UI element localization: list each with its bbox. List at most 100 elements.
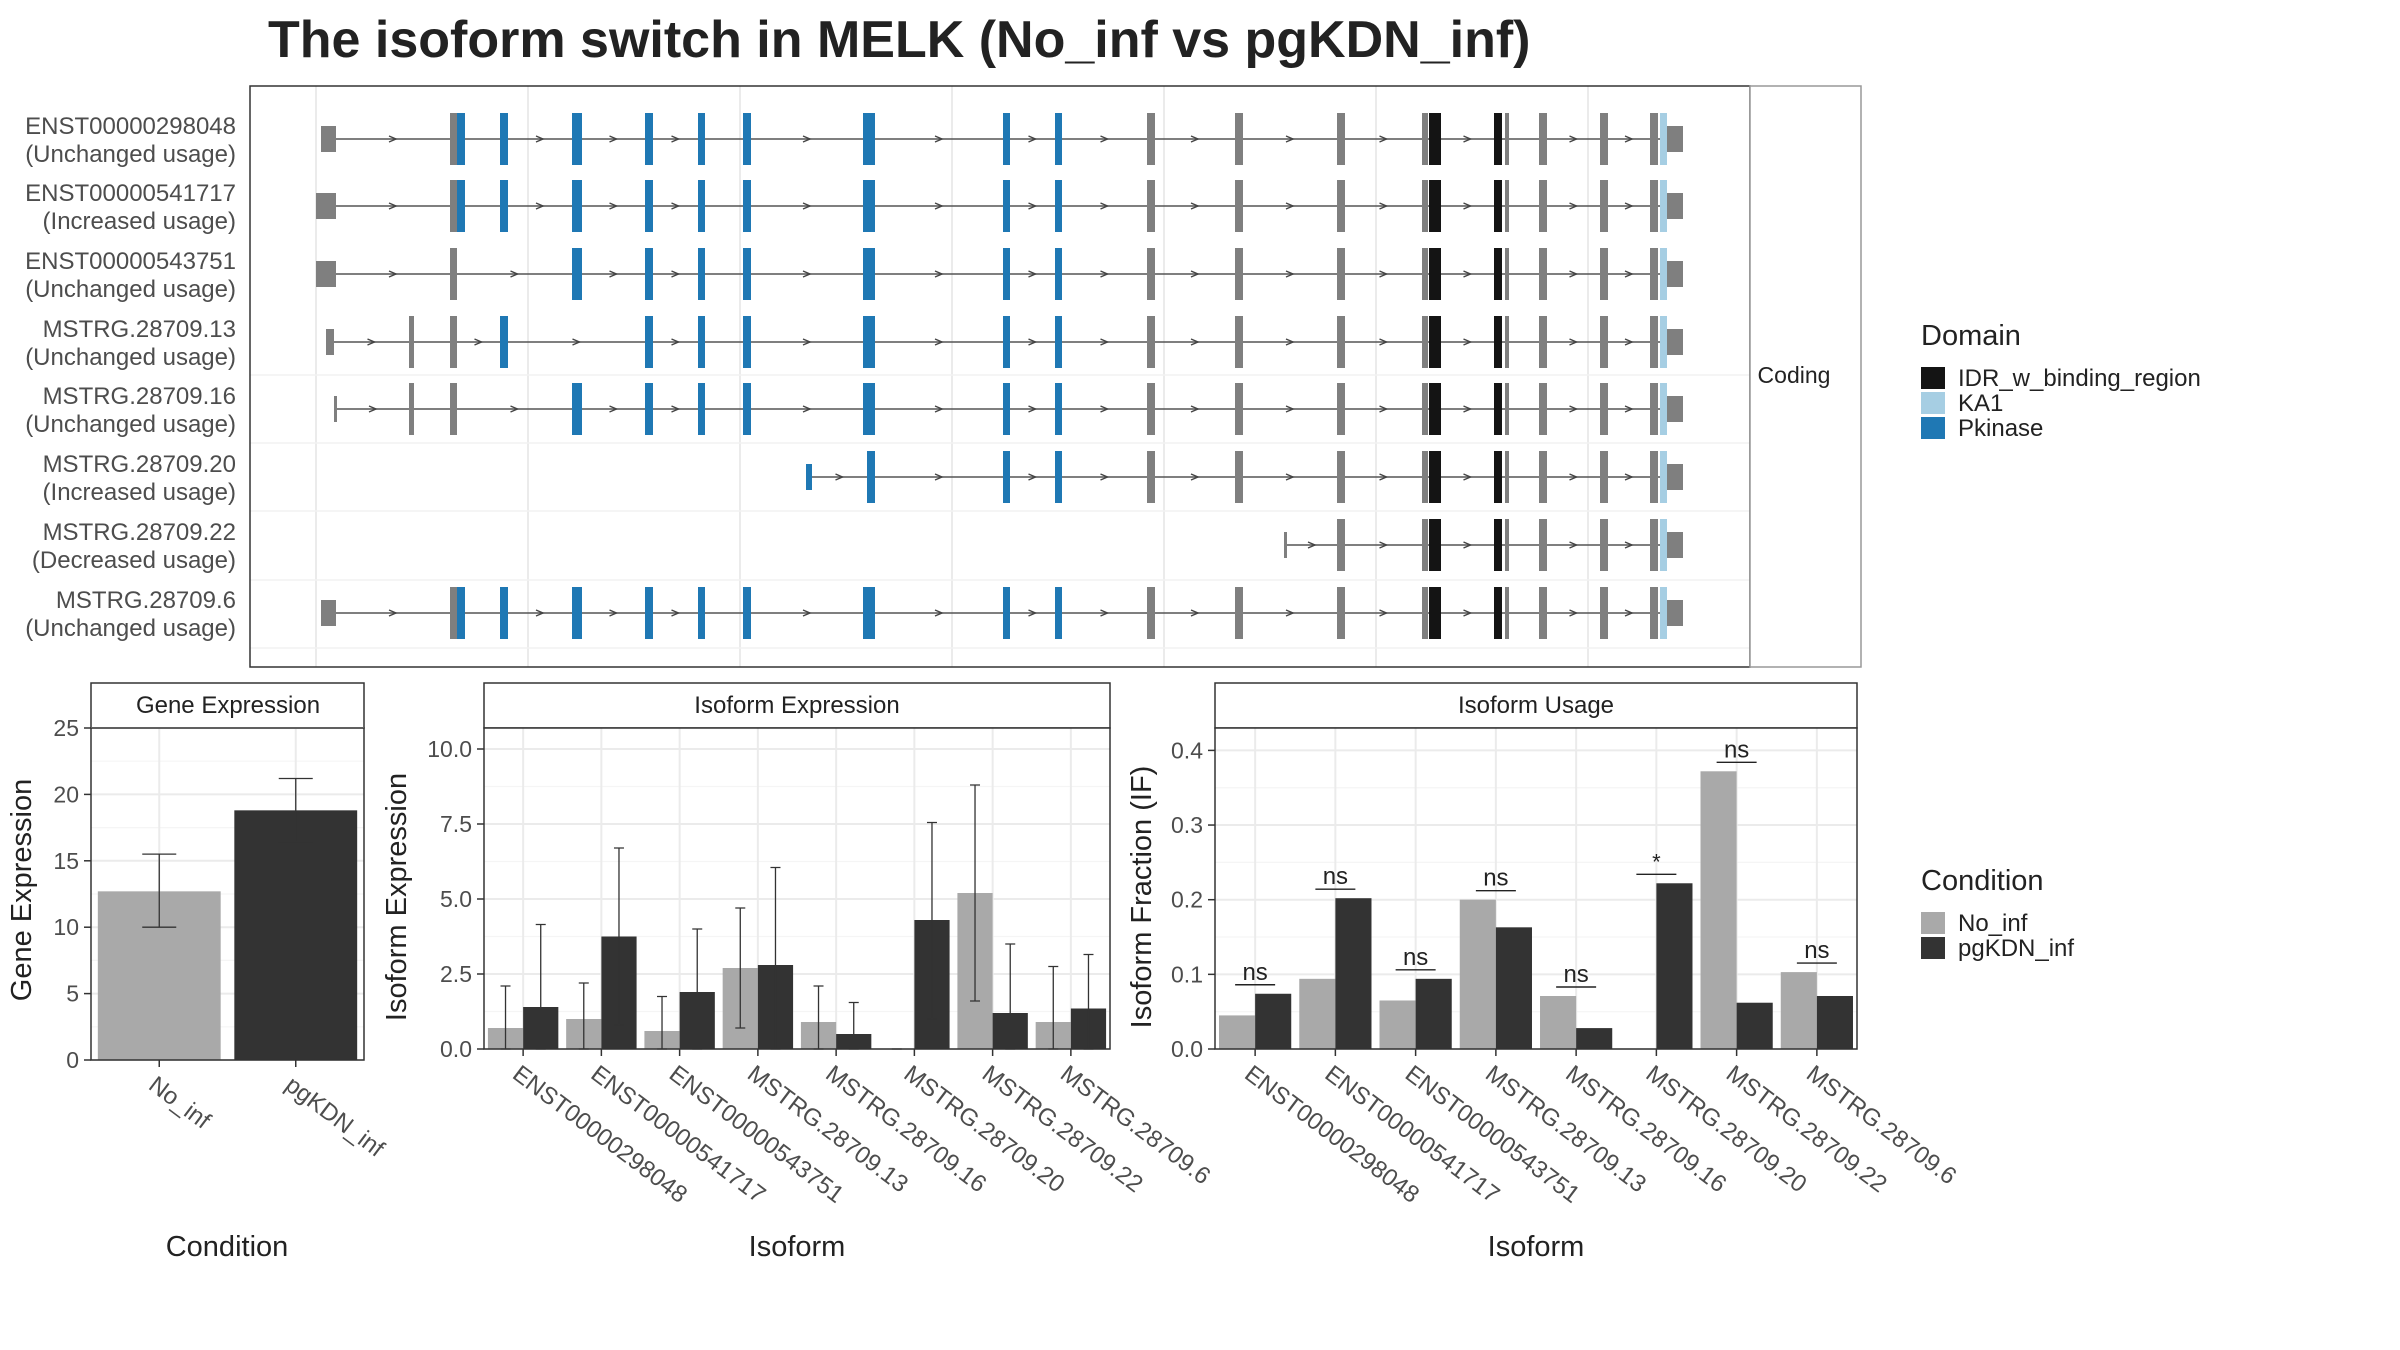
exon-block (743, 248, 751, 300)
intron-direction-arrow (1379, 473, 1389, 481)
error-bar (613, 847, 624, 1026)
intron-direction-arrow (1190, 609, 1200, 617)
exon-block (1539, 519, 1547, 571)
intron-direction-arrow (1100, 270, 1110, 278)
intron-direction-arrow (609, 202, 619, 210)
isoform-row-name: MSTRG.28709.13 (43, 316, 236, 343)
exon-block (1494, 316, 1502, 368)
data-bar (1299, 978, 1336, 1049)
significance-label: ns (1323, 863, 1348, 890)
exon-block (1600, 383, 1608, 435)
isoform-usage-x-label: Isoform (1488, 1231, 1585, 1263)
intron-direction-arrow (1569, 202, 1579, 210)
intron-direction-arrow (535, 135, 545, 143)
intron-direction-arrow (510, 270, 520, 278)
exon-block (698, 316, 705, 368)
isoform-expression-strip-label: Isoform Expression (694, 692, 899, 719)
error-bar (926, 821, 937, 1020)
exon-block (409, 383, 414, 435)
exon-block (1337, 451, 1345, 503)
isoform-row-name: MSTRG.28709.16 (43, 383, 236, 410)
intron-direction-arrow (1624, 609, 1634, 617)
exon-block (1660, 113, 1667, 165)
intron-direction-arrow (1190, 338, 1200, 346)
exon-block (1660, 248, 1667, 300)
exon-block (450, 180, 457, 232)
isoform-row-usage: (Decreased usage) (32, 547, 236, 574)
data-bar (1459, 899, 1496, 1049)
isoform-row-usage: (Unchanged usage) (25, 344, 236, 371)
exon-block (572, 180, 582, 232)
exon-block (572, 248, 582, 300)
intron-direction-arrow (934, 135, 944, 143)
exon-block (1539, 587, 1547, 639)
exon-block (645, 248, 653, 300)
intron-direction-arrow (368, 405, 378, 413)
exon-block (1494, 113, 1502, 165)
exon-block (698, 383, 705, 435)
intron-direction-arrow (1100, 473, 1110, 481)
intron-direction-arrow (1028, 473, 1038, 481)
exon-block (450, 316, 457, 368)
panel-border (90, 727, 365, 1061)
error-bar (970, 784, 981, 1002)
exon-block (698, 248, 705, 300)
exon-block (1003, 248, 1010, 300)
data-bar (1415, 978, 1452, 1049)
isoform-row-name: MSTRG.28709.20 (43, 451, 236, 478)
intron-direction-arrow (1624, 202, 1634, 210)
intron-direction-arrow (1190, 270, 1200, 278)
exon-block (1235, 113, 1243, 165)
exon-block (1235, 248, 1243, 300)
exon-block (743, 113, 751, 165)
intron-direction-arrow (671, 270, 681, 278)
coding-strip-label: Coding (1758, 362, 1831, 388)
exon-block (1660, 383, 1667, 435)
data-bar (1576, 1028, 1613, 1049)
exon-block (867, 451, 875, 503)
significance-label: * (1652, 849, 1661, 874)
intron-direction-arrow (609, 405, 619, 413)
exon-block (1055, 248, 1062, 300)
domain-legend-swatch (1921, 417, 1945, 439)
exon-block (1650, 248, 1658, 300)
condition-legend-title: Condition (1921, 865, 2044, 897)
exon-block (316, 193, 336, 219)
gene-expression-x-label: Condition (166, 1231, 289, 1263)
intron-direction-arrow (1463, 135, 1473, 143)
x-tick-label: pgKDN_inf (280, 1071, 389, 1163)
exon-block (1505, 451, 1509, 503)
exon-block (1667, 464, 1683, 490)
domain-legend-title: Domain (1921, 320, 2021, 352)
exon-block (1600, 180, 1608, 232)
exon-block (500, 587, 508, 639)
intron-direction-arrow (572, 338, 582, 346)
exon-block (1429, 451, 1441, 503)
exon-block (645, 383, 653, 435)
exon-block (321, 600, 336, 626)
exon-block (1650, 180, 1658, 232)
exon-block (500, 113, 508, 165)
domain-legend-swatch (1921, 392, 1945, 414)
isoform-row-usage: (Increased usage) (43, 208, 236, 235)
intron-direction-arrow (1285, 202, 1295, 210)
exon-block (450, 587, 457, 639)
intron-direction-arrow (1379, 609, 1389, 617)
exon-block (645, 316, 653, 368)
isoform-usage-y-label: Isoform Fraction (IF) (1126, 766, 1158, 1029)
isoform-row-usage: (Unchanged usage) (25, 411, 236, 438)
intron-direction-arrow (609, 270, 619, 278)
data-bar (1219, 1015, 1256, 1049)
exon-block (1600, 587, 1608, 639)
isoform-row-name: ENST00000543751 (25, 248, 236, 275)
condition-legend-label: pgKDN_inf (1958, 935, 2074, 962)
gene-expression-panel: Condition Gene Expression Gene Expressio… (6, 682, 389, 1263)
y-tick-label: 0.3 (1171, 812, 1203, 838)
exon-block (409, 316, 414, 368)
domain-legend-label: IDR_w_binding_region (1958, 365, 2201, 392)
exon-block (1147, 316, 1155, 368)
data-bar (1656, 883, 1693, 1049)
exon-block (450, 383, 457, 435)
isoform-row-usage: (Unchanged usage) (25, 615, 236, 642)
error-bar (142, 853, 177, 928)
